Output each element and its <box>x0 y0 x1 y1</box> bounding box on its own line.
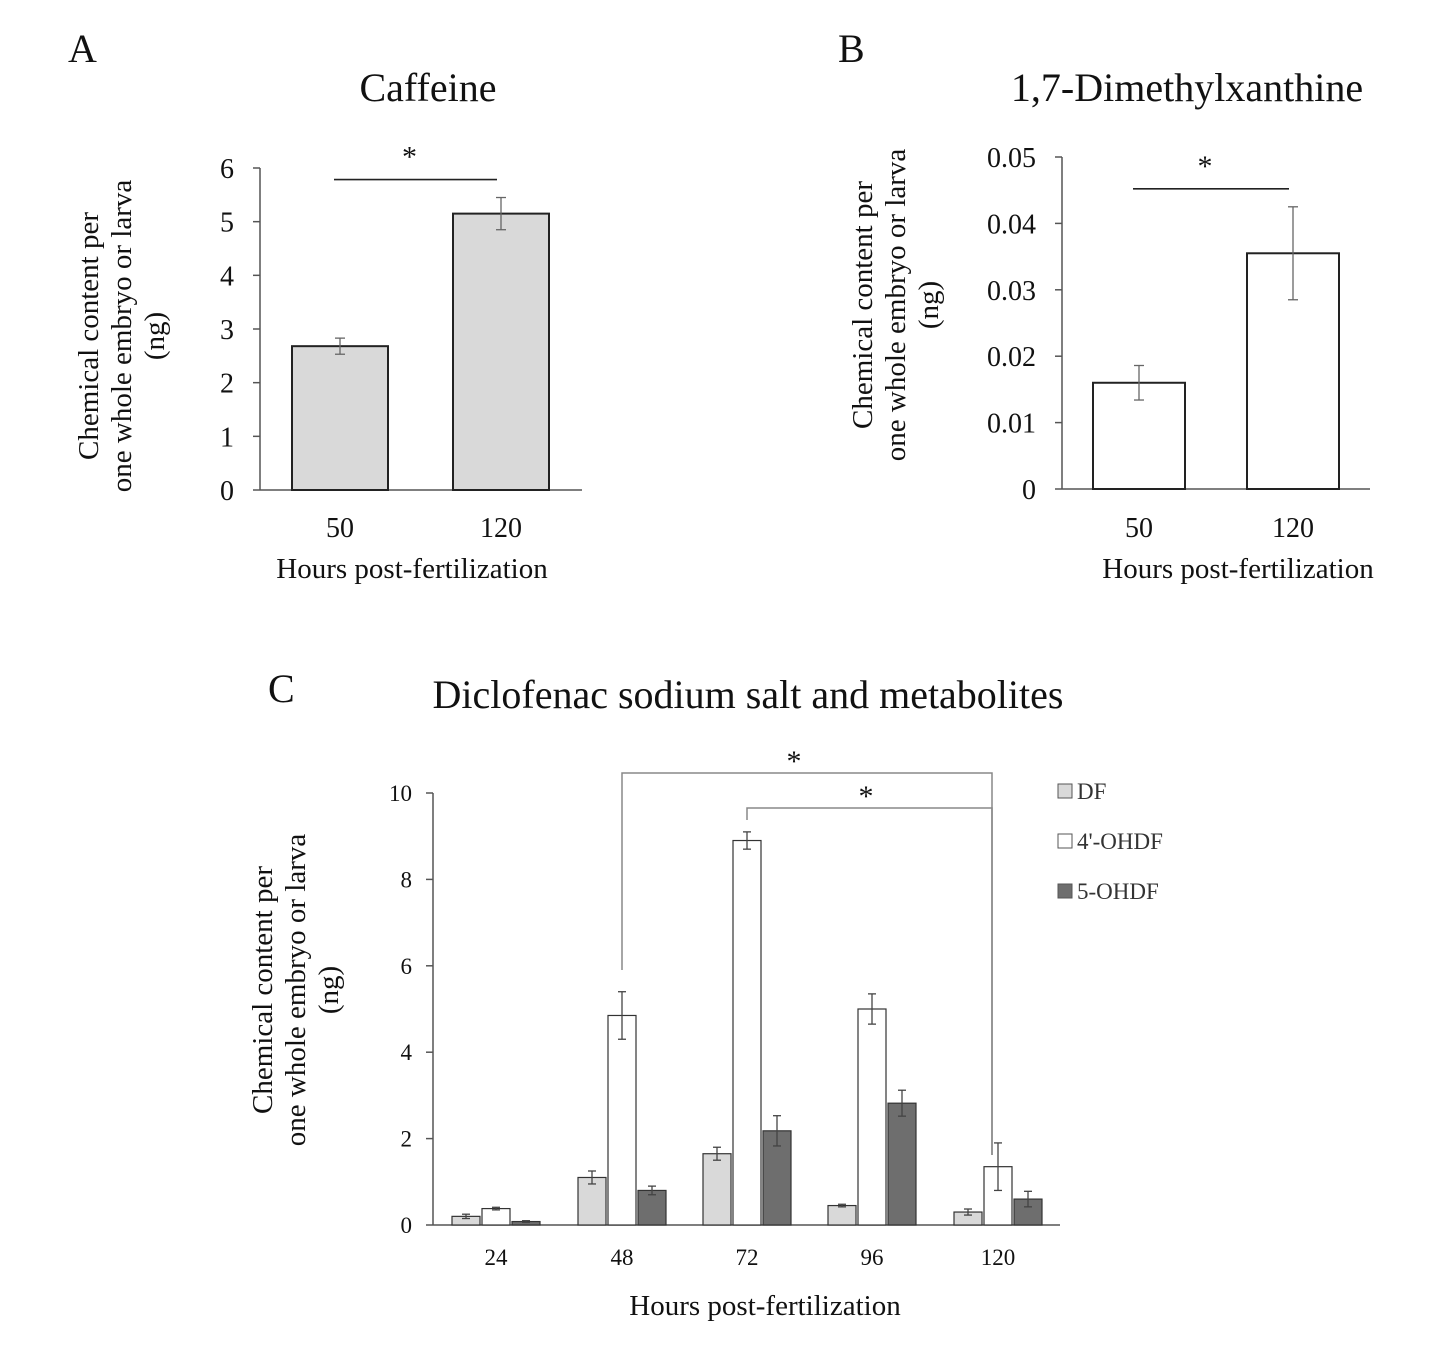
y-tick-label: 2 <box>220 369 234 400</box>
x-tick-label: 50 <box>1125 513 1153 544</box>
y-axis-label-a-line3: (ng) <box>139 312 171 360</box>
x-tick-label: 50 <box>326 513 354 544</box>
bar <box>607 1014 637 1226</box>
significance-star: * <box>402 141 417 174</box>
legend-swatch-4-ohdf <box>1057 833 1073 849</box>
title-c: Diclofenac sodium salt and metabolites <box>433 672 1064 717</box>
panel-letter-b: B <box>838 26 865 71</box>
bar <box>577 1176 607 1226</box>
panel-c: Chemical content per one whole embryo or… <box>247 745 1163 1322</box>
bar <box>452 212 550 491</box>
x-tick-label: 120 <box>1272 513 1314 544</box>
bar <box>702 1153 732 1226</box>
y-tick-label: 0 <box>401 1213 413 1238</box>
y-axis-label-a: Chemical content per one whole embryo or… <box>73 180 171 493</box>
y-tick-label: 0 <box>1022 475 1036 506</box>
bar <box>827 1204 857 1226</box>
y-tick-label: 6 <box>220 154 234 185</box>
y-tick-label: 0.04 <box>987 209 1036 240</box>
y-tick-label: 1 <box>220 422 234 453</box>
y-tick-label: 10 <box>389 781 412 806</box>
significance-bracket <box>746 807 993 1155</box>
legend-swatch-5-ohdf <box>1057 883 1073 899</box>
y-axis-label-a-line2: one whole embryo or larva <box>106 180 138 493</box>
bar <box>637 1189 667 1226</box>
y-tick-label: 4 <box>401 1040 413 1065</box>
y-axis-label-b-line1: Chemical content per <box>847 181 879 429</box>
y-tick-label: 3 <box>220 315 234 346</box>
panel-letter-a: A <box>68 26 97 71</box>
y-axis-label-c: Chemical content per one whole embryo or… <box>247 834 345 1147</box>
x-axis-label-c: Hours post-fertilization <box>629 1290 901 1322</box>
y-axis-label-c-line2: one whole embryo or larva <box>280 834 312 1147</box>
y-axis-label-b-line2: one whole embryo or larva <box>880 149 912 462</box>
legend: DF 4'-OHDF 5-OHDF <box>1057 779 1163 904</box>
panel-a: Chemical content per one whole embryo or… <box>73 141 582 585</box>
x-axis-label-b: Hours post-fertilization <box>1102 553 1374 585</box>
x-tick-label: 120 <box>981 1245 1016 1270</box>
panel-letter-c: C <box>268 666 295 711</box>
legend-label-df: DF <box>1077 779 1106 804</box>
y-tick-label: 0.03 <box>987 276 1036 307</box>
legend-swatch-df <box>1057 783 1073 799</box>
bar <box>291 345 389 491</box>
x-axis-label-a: Hours post-fertilization <box>276 553 548 585</box>
significance-star: * <box>787 745 802 778</box>
bar <box>857 1008 887 1226</box>
x-tick-label: 72 <box>736 1245 759 1270</box>
y-tick-label: 0.02 <box>987 342 1036 373</box>
legend-label-4-ohdf: 4'-OHDF <box>1077 829 1163 854</box>
y-tick-label: 8 <box>401 867 413 892</box>
y-axis-label-a-line1: Chemical content per <box>73 212 105 460</box>
title-b: 1,7-Dimethylxanthine <box>1011 65 1363 110</box>
y-axis-label-c-line1: Chemical content per <box>247 866 279 1114</box>
significance-bracket <box>621 772 993 1155</box>
y-tick-label: 0 <box>220 476 234 507</box>
y-tick-label: 0.05 <box>987 143 1036 174</box>
y-axis-label-c-line3: (ng) <box>313 966 345 1014</box>
x-tick-label: 120 <box>480 513 522 544</box>
y-axis-label-b: Chemical content per one whole embryo or… <box>847 149 945 462</box>
y-tick-label: 2 <box>401 1127 413 1152</box>
y-tick-label: 4 <box>220 261 234 292</box>
bar <box>732 839 762 1226</box>
significance-star: * <box>1198 150 1213 183</box>
significance-star: * <box>859 780 874 813</box>
y-tick-label: 0.01 <box>987 409 1036 440</box>
bar <box>481 1207 511 1226</box>
x-tick-label: 48 <box>611 1245 634 1270</box>
title-a: Caffeine <box>360 65 497 110</box>
x-tick-label: 24 <box>485 1245 509 1270</box>
y-axis-label-b-line3: (ng) <box>913 281 945 329</box>
x-tick-label: 96 <box>861 1245 884 1270</box>
y-tick-label: 6 <box>401 954 413 979</box>
panel-b: Chemical content per one whole embryo or… <box>847 143 1374 585</box>
y-tick-label: 5 <box>220 208 234 239</box>
legend-label-5-ohdf: 5-OHDF <box>1077 879 1159 904</box>
bar <box>887 1102 917 1226</box>
